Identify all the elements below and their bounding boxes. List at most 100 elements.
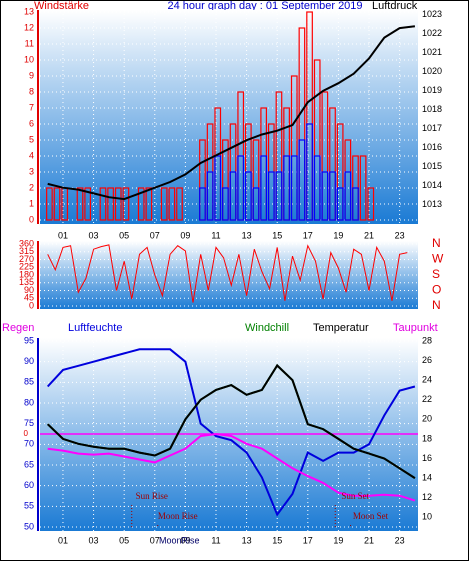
y2-tick-label: 1020 [422,66,442,76]
y-tick-label: 65 [24,459,34,469]
y2-tick-label: 1017 [422,123,442,133]
wind-bar [244,171,252,221]
x-tick-label: 09 [180,230,190,240]
wind-bar [367,187,375,221]
wind-bar [229,171,237,221]
y-tick-label: 2 [29,182,34,192]
y2-tick-label: N [432,236,441,250]
x-tick-label: 07 [150,535,160,545]
wind-bar [267,171,275,221]
x-tick-label: 15 [272,230,282,240]
y-tick-label: 135 [19,277,34,287]
wind-bar [359,155,367,221]
x-tick-label: 11 [211,230,220,240]
y-tick-label: 6 [29,118,34,128]
x-tick-label: 21 [364,230,374,240]
y-tick-label: 95 [24,335,34,345]
plot-area [40,10,418,224]
x-tick-label: 23 [395,535,405,545]
y2-tick-label: 1016 [422,142,442,152]
wind-bar [84,187,92,221]
y-tick-label: 90 [24,356,34,366]
wind-bar [290,155,298,221]
x-tick-label: 15 [272,535,282,545]
y2-tick-label: 18 [422,433,432,443]
legend-label: Luftfeuchte [68,322,122,334]
y-tick-label: 360 [19,238,34,248]
wind-bar [53,187,61,221]
wind-bar [137,187,145,221]
x-tick-label: 17 [303,535,313,545]
legend-label: Taupunkt [393,322,438,334]
y2-tick-label: 26 [422,355,432,365]
x-tick-label: 21 [364,535,374,545]
wind-bar [107,187,114,221]
wind-bar [114,187,122,221]
y-tick-label: 225 [19,262,34,272]
y-tick-label: 80 [24,397,34,407]
series-line [47,363,416,479]
y-tick-label: 4 [29,150,34,160]
wind-bar [306,123,313,221]
annotation: Moon Rise [158,511,198,521]
y2-tick-label: 12 [422,492,432,502]
x-tick-label: 01 [58,535,68,545]
series-line [47,25,416,201]
wind-bar [298,139,306,221]
y-tick-label: 13 [24,6,34,16]
y-tick-label: 9 [29,70,34,80]
y-tick-label: 315 [19,246,34,256]
y-tick-label: 90 [24,285,34,295]
y2-tick-label: 22 [422,394,432,404]
wind-bar [176,187,183,221]
x-tick-label: 23 [395,230,405,240]
wind-bar [122,187,130,221]
wind-bar [260,155,268,221]
y-tick-label: 270 [19,254,34,264]
y-tick-label: 75 [24,418,34,428]
wind-bar [237,155,245,221]
series-line [47,244,408,303]
wind-bar [206,171,214,221]
y2-tick-label: W [432,252,444,266]
x-tick-label: 05 [119,535,129,545]
series-line [47,432,416,502]
x-tick-label: 03 [89,230,99,240]
y-tick-label: 70 [24,439,34,449]
wind-bar [76,187,84,221]
annotation: Moon Set [353,511,389,521]
wind-bar [160,187,168,221]
wind-bar [214,155,222,221]
y2-tick-label: 1023 [422,9,442,19]
y2-tick-label: 28 [422,335,432,345]
wind-bar [46,187,53,221]
y2-tick-label: 1022 [422,28,442,38]
x-tick-label: 19 [333,230,343,240]
x-tick-label: 01 [58,230,68,240]
wind-bar [99,187,107,221]
y2-tick-label: 14 [422,472,432,482]
series-line [46,348,416,517]
y-tick-label: 180 [19,269,34,279]
legend-label: Temperatur [313,322,369,334]
y3-tick-label: 0 [24,429,29,438]
wind-bar [283,155,290,221]
y-axis-label: Windstärke [34,0,89,12]
y-tick-label: 3 [29,166,34,176]
wind-bar [222,187,229,221]
wind-bar [336,187,344,221]
x-tick-label: 09 [180,535,190,545]
y-tick-label: 50 [24,521,34,531]
y-tick-label: 10 [24,54,34,64]
x-tick-label: 11 [211,535,220,545]
annotation: Sun Set [341,491,369,501]
wind-bar [199,187,206,221]
wind-bar [252,187,260,221]
wind-bar [145,187,153,221]
y-tick-label: 0 [29,214,34,224]
chart-title: 24 hour graph day : 01 September 2019 [167,0,362,12]
x-tick-label: 17 [303,230,313,240]
y-tick-label: 11 [25,38,34,48]
y-tick-label: 8 [29,86,34,96]
